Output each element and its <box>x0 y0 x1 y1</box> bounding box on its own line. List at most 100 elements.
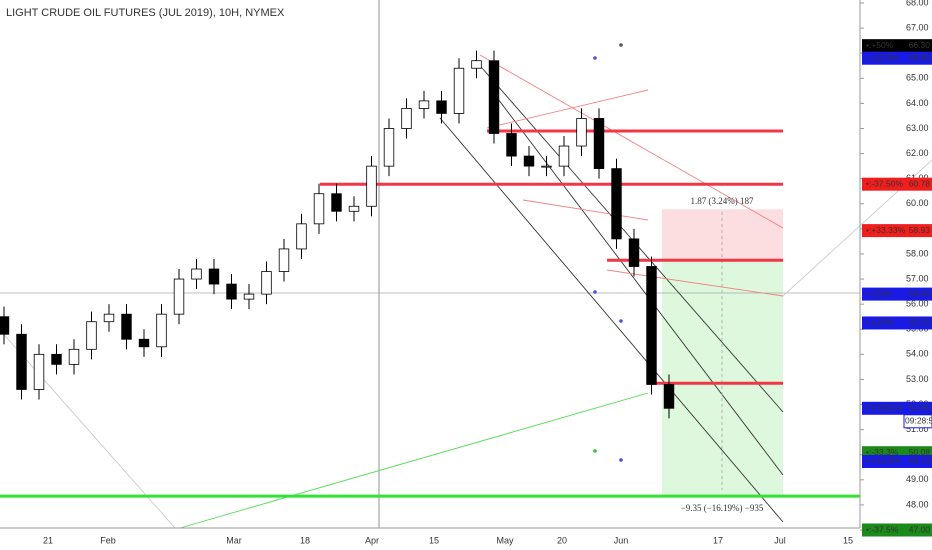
y-tick-label: 68.00 <box>906 0 929 7</box>
candle-body <box>453 67 465 114</box>
x-tick-label: Apr <box>365 535 379 545</box>
price-tag-label: •:+25% <box>866 317 894 327</box>
zone <box>662 261 783 497</box>
countdown-box <box>903 414 932 429</box>
y-tick-label: 64.00 <box>906 98 929 108</box>
candle-body <box>506 133 517 157</box>
y-tick-label: 63.00 <box>906 123 929 133</box>
candle-body <box>628 238 640 267</box>
price-tag-value: 66.30 <box>909 40 931 50</box>
y-tick-label: 56.00 <box>906 299 929 309</box>
candle-body <box>383 128 395 167</box>
y-tick-label: 51.00 <box>906 424 929 434</box>
price-tag <box>862 401 932 415</box>
candle-body <box>191 268 202 280</box>
y-tick-label: 67.00 <box>906 22 929 32</box>
candle-body <box>558 145 570 167</box>
candle-body <box>68 348 80 365</box>
price-tag <box>862 454 932 468</box>
candle-body <box>33 353 45 390</box>
x-tick-label: Mar <box>226 535 242 545</box>
candle-body <box>646 266 657 385</box>
fan-line <box>486 89 649 129</box>
x-tick-label: Jun <box>614 535 629 545</box>
candle-body <box>156 313 167 348</box>
price-tag-value: 47.00 <box>909 524 931 534</box>
candle-body <box>313 193 325 225</box>
candle-body <box>576 118 587 147</box>
pivot-dot <box>619 458 623 462</box>
candle-body <box>173 278 185 315</box>
candle-body <box>418 100 430 109</box>
candle-body <box>103 313 115 323</box>
y-tick-label: 60.00 <box>906 198 929 208</box>
candle-body <box>296 223 307 250</box>
x-tick-label: May <box>496 535 514 545</box>
x-tick-label: Jul <box>774 535 786 545</box>
y-tick-label: 58.00 <box>906 248 929 258</box>
price-tag-label: •:-37.5% <box>866 524 899 534</box>
candle-body <box>471 60 482 69</box>
trend-line <box>179 392 649 529</box>
candle-body <box>663 384 675 409</box>
pivot-dot <box>593 449 597 453</box>
price-tag <box>862 287 932 301</box>
y-tick-label: 54.00 <box>906 349 929 359</box>
candle-body <box>261 271 272 295</box>
annotation: −9.35 (−16.19%) −935 <box>681 503 764 513</box>
x-tick-label: 15 <box>843 535 853 545</box>
candle-body <box>208 268 220 285</box>
price-tag-label: •:-33.3% <box>866 447 899 457</box>
price-tag-label: •:-12.5% <box>866 52 899 62</box>
candle-body <box>331 193 342 212</box>
candle-body <box>278 248 290 272</box>
y-tick-label: 53.00 <box>906 374 929 384</box>
chart-title: LIGHT CRUDE OIL FUTURES (JUL 2019), 10H,… <box>6 7 285 19</box>
candle-body <box>121 313 132 340</box>
candle-body <box>348 205 360 212</box>
price-tag-label: •:-37.50% <box>866 178 903 188</box>
price-tag-value: 51.85 <box>909 403 931 413</box>
candle-body <box>51 353 62 365</box>
price-tag-value: 65.80 <box>909 52 931 62</box>
price-tag <box>862 224 932 238</box>
price-tag <box>862 523 932 537</box>
fan-line <box>606 269 784 297</box>
price-tag-value: 60.78 <box>909 178 931 188</box>
price-tag <box>862 39 932 53</box>
channel-line <box>494 94 784 476</box>
price-tag-label: •:-25% <box>866 288 892 298</box>
fan-line <box>479 54 784 229</box>
candle-body <box>523 155 535 167</box>
candle-body <box>0 316 10 335</box>
candle-body <box>366 165 377 207</box>
y-tick-label: 49.00 <box>906 474 929 484</box>
candle-body <box>243 293 255 300</box>
pivot-dot <box>619 319 623 323</box>
price-tag <box>862 316 932 330</box>
y-tick-label: 48.00 <box>906 499 929 509</box>
pivot-dot <box>619 43 623 47</box>
candle-body <box>16 333 27 390</box>
annotation: 1.87 (3.24%) 187 <box>691 196 754 206</box>
x-tick-label: 20 <box>557 535 567 545</box>
y-tick-label: 62.00 <box>906 148 929 158</box>
x-tick-label: 15 <box>429 535 439 545</box>
price-tag-label: CLN2019 <box>866 403 902 413</box>
candle-body <box>488 60 500 134</box>
price-tag-label: •:+12.5% <box>866 456 901 466</box>
price-tag <box>862 177 932 191</box>
candle-body <box>86 321 97 350</box>
price-tag-value: 55.25 <box>909 317 931 327</box>
countdown: 09:28:56 <box>905 416 932 426</box>
candle-body <box>436 100 447 114</box>
candle-body <box>401 108 412 129</box>
candle-body <box>226 283 237 300</box>
candle-body <box>541 165 552 168</box>
x-tick-label: 21 <box>43 535 53 545</box>
candle-body <box>611 168 622 240</box>
x-tick-label: Feb <box>100 535 116 545</box>
x-tick-label: 18 <box>300 535 310 545</box>
